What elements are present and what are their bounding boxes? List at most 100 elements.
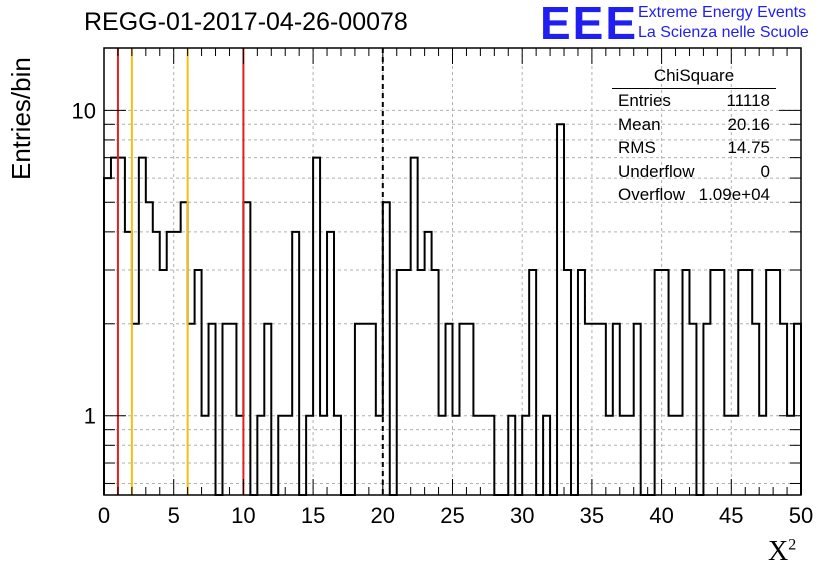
axis-ticks [103,48,802,495]
histogram-bin [529,270,536,495]
stats-label: Entries [618,91,671,110]
histogram-series [103,123,802,496]
x-tick-label: 10 [231,503,255,528]
histogram-bin [634,324,641,495]
x-tick-label: 15 [301,503,325,528]
histogram-bin [655,270,662,495]
stats-row-overflow: Overflow 1.09e+04 [612,183,776,207]
histogram-bin [446,324,453,495]
histogram-bin [459,324,466,495]
x-tick-label: 5 [168,503,180,528]
logo-mark: EEE [540,0,639,49]
histogram-bin [397,270,404,495]
stats-label: Mean [618,114,661,134]
histogram-bin [689,324,696,495]
histogram-bin [104,178,111,495]
histogram-bin [125,232,132,495]
histogram-bin [599,324,606,495]
histogram-bin [369,324,376,495]
histogram-bin [355,324,362,495]
histogram-bin [222,324,229,495]
stats-title: ChiSquare [612,66,776,89]
threshold-lines [116,48,384,495]
y-tick-label: 1 [84,404,96,429]
x-tick-label: 30 [510,503,534,528]
histogram-bin [111,158,118,495]
histogram-bin [327,232,334,495]
histogram-outline [103,123,802,496]
histogram-bin [411,158,418,495]
histogram-bin [425,232,432,495]
histogram-bin [794,324,801,495]
histogram-bin [181,202,188,495]
histogram-bin [592,324,599,495]
tick-labels: 0 5 10 15 20 25 30 35 40 45 50 1 10 [72,98,814,528]
histogram-bin [292,232,299,495]
histogram-bin [313,158,320,495]
histogram-bin [362,324,369,495]
histogram-bin [738,270,745,495]
y-tick-label: 10 [72,98,96,123]
x-tick-label: 45 [719,503,743,528]
x-tick-label: 50 [789,503,813,528]
stats-label: Underflow [618,161,695,181]
histogram-bin [160,270,167,495]
histogram-bin [773,270,780,495]
x-tick-label: 40 [649,503,673,528]
stats-label: Overflow [618,185,686,204]
stats-row-rms: RMS 14.75 [612,136,776,160]
histogram-bin [418,270,425,495]
histogram-bin [564,270,571,495]
histogram-bin [404,270,411,495]
stats-value: 20.16 [727,114,770,134]
logo-line-1: Extreme Energy Events [638,4,807,21]
histogram-bin [188,324,195,495]
stats-row-mean: Mean 20.16 [612,113,776,137]
stats-row-entries: Entries 11118 [612,89,776,113]
histogram-bin [132,324,139,495]
x-axis-label-sup: 2 [788,536,797,554]
histogram-bin [167,232,174,495]
y-axis-label: Entries/bin [6,57,36,180]
histogram-bin [578,270,585,495]
stats-box: ChiSquare Entries 11118 Mean 20.16 RMS 1… [612,66,776,207]
histogram-bin [229,324,236,495]
histogram-bin [139,158,146,495]
histogram-bin [209,324,216,495]
histogram-bin [613,324,620,495]
histogram-bin [745,270,752,495]
x-axis-label-base: X [768,536,789,567]
histogram-bin [752,324,759,495]
stats-value: 11118 [726,91,771,110]
histogram-bin [766,270,773,495]
histogram-bin [703,324,710,495]
histogram-bin [195,270,202,495]
stats-value: 0 [760,161,770,181]
histogram-bin [243,202,250,495]
x-tick-label: 25 [440,503,464,528]
histogram-bin [662,270,669,495]
histogram-bin [710,270,717,495]
stats-row-underflow: Underflow 0 [612,160,776,184]
histogram-bin [780,324,787,495]
histogram-bin [264,324,271,495]
stats-value: 14.75 [727,138,770,157]
histogram-bin [466,324,473,495]
histogram-bin [118,158,125,495]
histogram-bin [146,202,153,495]
logo-line-2: La Scienza nelle Scuole [638,24,809,41]
stats-label: RMS [618,138,656,157]
x-tick-label: 20 [371,503,395,528]
histogram-bin [557,124,564,495]
x-tick-label: 35 [580,503,604,528]
histogram-bin [153,232,160,495]
x-tick-label: 0 [98,503,110,528]
histogram-bin [383,202,390,495]
x-axis-label: X2 [768,536,796,568]
histogram-bin [717,270,724,495]
histogram-bin [683,270,690,495]
histogram-bin [585,324,592,495]
stats-value: 1.09e+04 [698,185,770,204]
eee-logo: EEE Extreme Energy Events La Scienza nel… [540,0,830,49]
